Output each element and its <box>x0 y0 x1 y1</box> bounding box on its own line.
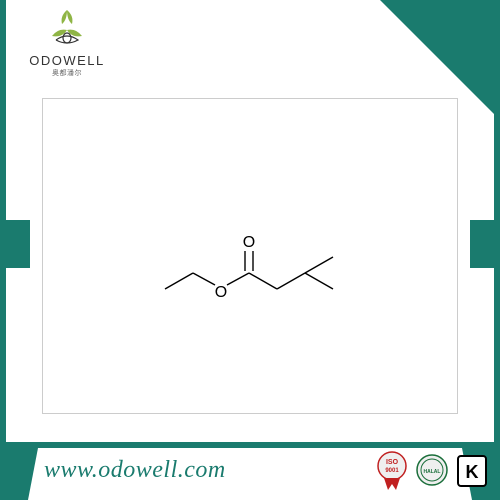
svg-text:9001: 9001 <box>385 468 399 474</box>
chemical-structure: OO <box>145 201 355 311</box>
badge-halal: HALAL <box>414 450 450 492</box>
logo-subtitle: 奥都潘尔 <box>22 68 112 78</box>
logo-icon <box>42 8 92 46</box>
badge-kosher: K <box>454 450 490 492</box>
svg-text:O: O <box>243 234 255 251</box>
website-url: www.odowell.com <box>44 457 226 484</box>
svg-text:K: K <box>466 462 479 482</box>
molecule-frame: OO <box>42 98 458 414</box>
svg-text:ISO: ISO <box>386 459 399 466</box>
certification-badges: ISO 9001 HALAL K <box>374 450 490 492</box>
logo-name: ODOWELL <box>22 53 112 68</box>
badge-iso: ISO 9001 <box>374 450 410 492</box>
svg-text:O: O <box>215 284 227 301</box>
svg-text:HALAL: HALAL <box>424 469 441 475</box>
brand-logo: ODOWELL 奥都潘尔 <box>22 8 112 78</box>
